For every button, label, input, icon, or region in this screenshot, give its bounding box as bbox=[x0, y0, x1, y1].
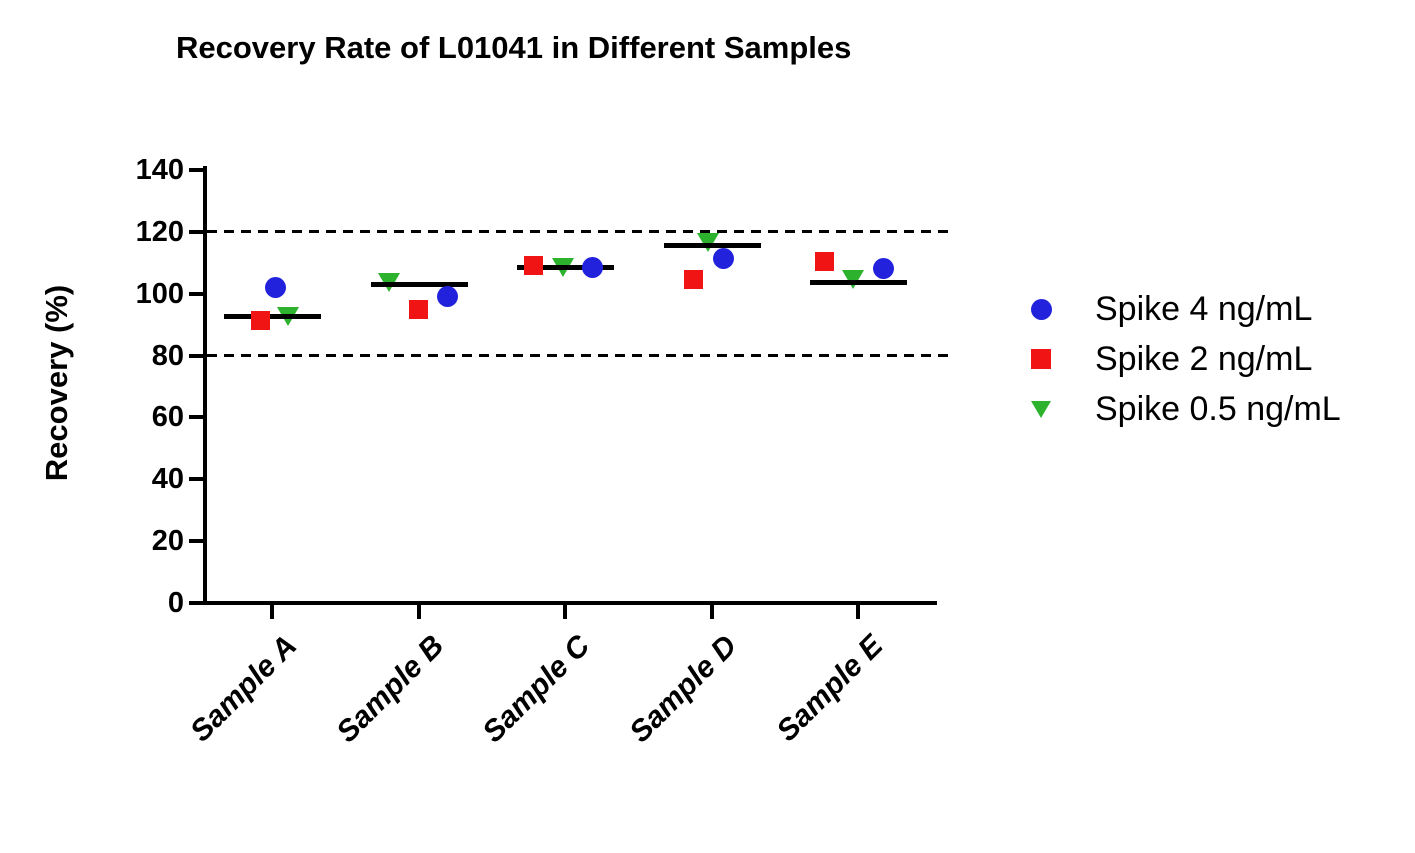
legend-label: Spike 2 ng/mL bbox=[1095, 340, 1313, 378]
legend-label: Spike 0.5 ng/mL bbox=[1095, 390, 1341, 428]
x-tick bbox=[856, 605, 860, 619]
chart-title: Recovery Rate of L01041 in Different Sam… bbox=[176, 30, 852, 65]
data-point-square bbox=[814, 251, 834, 271]
y-axis-title: Recovery (%) bbox=[39, 284, 74, 482]
mean-line bbox=[517, 264, 614, 270]
data-point-circle bbox=[712, 247, 734, 269]
legend-item: Spike 0.5 ng/mL bbox=[1029, 384, 1341, 434]
legend-marker-square bbox=[1029, 347, 1053, 371]
circle-icon bbox=[1030, 298, 1052, 320]
mean-line bbox=[664, 243, 761, 249]
reference-line bbox=[207, 354, 953, 358]
y-tick-label: 0 bbox=[167, 587, 184, 619]
x-tick bbox=[710, 605, 714, 619]
y-tick-label: 100 bbox=[135, 277, 184, 310]
legend: Spike 4 ng/mL Spike 2 ng/mL Spike 0.5 ng/m… bbox=[1029, 284, 1341, 434]
y-tick bbox=[189, 477, 203, 482]
data-point-circle bbox=[436, 286, 458, 308]
y-tick-label: 140 bbox=[135, 154, 184, 186]
data-point-circle bbox=[264, 277, 286, 299]
mean-line bbox=[810, 280, 907, 286]
y-tick-label: 120 bbox=[135, 215, 184, 248]
y-tick-label: 20 bbox=[151, 525, 184, 558]
triangle-down-icon bbox=[1031, 400, 1051, 418]
mean-line bbox=[371, 281, 468, 287]
y-tick bbox=[189, 291, 203, 296]
y-tick bbox=[189, 539, 203, 544]
y-tick bbox=[189, 229, 203, 234]
mean-line bbox=[224, 314, 321, 320]
y-axis-line bbox=[203, 166, 207, 605]
square-icon bbox=[1031, 349, 1051, 369]
x-axis-line bbox=[203, 601, 937, 605]
y-tick-label: 60 bbox=[151, 401, 184, 434]
y-tick bbox=[189, 168, 203, 172]
reference-line bbox=[207, 230, 953, 234]
x-tick bbox=[417, 605, 421, 619]
data-point-square bbox=[408, 299, 428, 319]
legend-marker-circle bbox=[1029, 297, 1053, 321]
y-tick bbox=[189, 415, 203, 420]
y-tick bbox=[189, 353, 203, 358]
data-point-circle bbox=[872, 258, 894, 280]
data-point-square bbox=[523, 256, 543, 276]
y-tick bbox=[189, 601, 203, 605]
data-point-square bbox=[250, 310, 270, 330]
legend-label: Spike 4 ng/mL bbox=[1095, 290, 1313, 328]
legend-item: Spike 2 ng/mL bbox=[1029, 334, 1341, 384]
y-tick-label: 80 bbox=[151, 339, 184, 372]
y-tick-label: 40 bbox=[151, 463, 184, 496]
data-point-circle bbox=[581, 256, 603, 278]
x-tick bbox=[563, 605, 567, 619]
legend-marker-triangle-down bbox=[1029, 397, 1053, 421]
legend-item: Spike 4 ng/mL bbox=[1029, 284, 1341, 334]
data-point-square bbox=[683, 270, 703, 290]
x-tick bbox=[270, 605, 274, 619]
